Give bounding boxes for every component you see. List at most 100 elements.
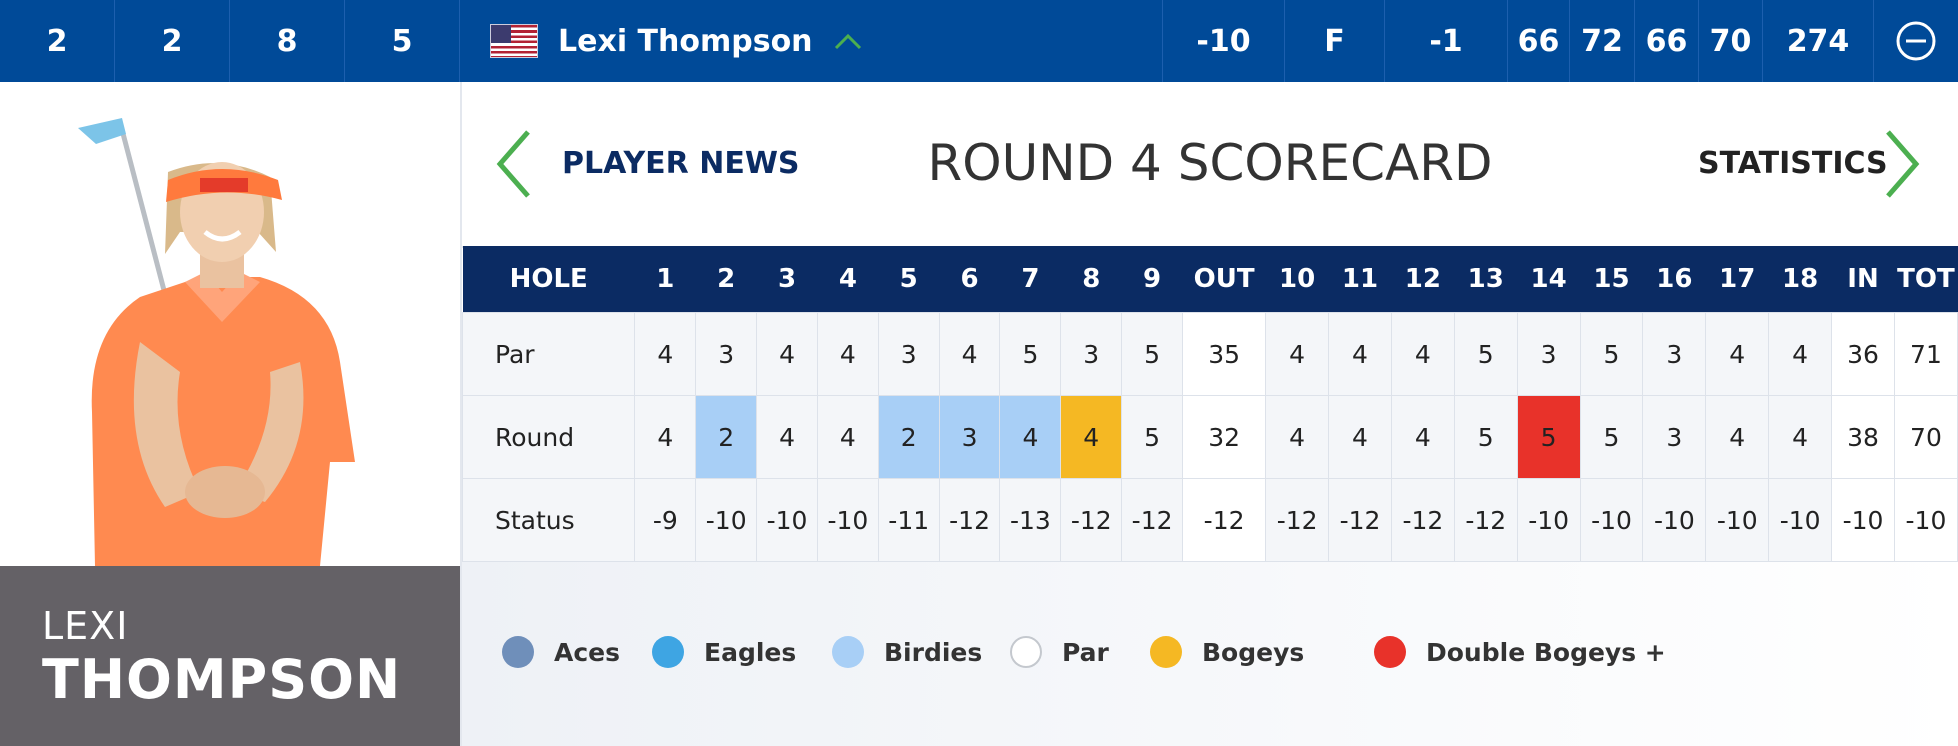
score-cell: -11	[877, 478, 940, 562]
thru: F	[1285, 0, 1385, 82]
score-cell: -10	[695, 478, 758, 562]
score-cell: -10	[816, 478, 879, 562]
legend-swatch-icon	[1374, 636, 1406, 668]
chevron-right-icon[interactable]	[1882, 128, 1922, 200]
score-cell: 4	[1705, 312, 1770, 396]
legend-item: Eagles	[652, 636, 796, 668]
score-cell: 3	[695, 312, 758, 396]
score-cell: 5	[999, 312, 1062, 396]
hole-number-header: 11	[1328, 246, 1392, 313]
hole-number-header: 15	[1580, 246, 1643, 313]
score-cell: -9	[634, 478, 697, 562]
score-cell: 71	[1893, 312, 1958, 396]
score-cell: 5	[1516, 395, 1581, 479]
legend-swatch-icon	[1150, 636, 1182, 668]
legend-label: Double Bogeys +	[1426, 637, 1666, 667]
summary-cell: 8	[230, 0, 345, 82]
hole-number-header: 12	[1391, 246, 1455, 313]
score-cell: 4	[756, 395, 818, 479]
minus-circle-icon	[1896, 21, 1936, 61]
score-cell: 4	[1265, 312, 1330, 396]
score-cell: 3	[1516, 312, 1581, 396]
hole-number-header: 14	[1517, 246, 1581, 313]
score-cell: -10	[1705, 478, 1770, 562]
legend-item: Par	[1010, 636, 1109, 668]
score-cell: 4	[999, 395, 1062, 479]
score-cell: 4	[816, 395, 879, 479]
player-summary-bar[interactable]: 2 2 8 5 Lexi Thompson -10 F -1 66 72 66 …	[0, 0, 1958, 82]
player-name-cell[interactable]: Lexi Thompson	[460, 0, 1163, 82]
legend-item: Birdies	[832, 636, 982, 668]
score-cell: 4	[1390, 312, 1455, 396]
us-flag-icon	[490, 24, 538, 58]
score-cell: 4	[1060, 395, 1123, 479]
hole-number-header: 16	[1642, 246, 1706, 313]
score-cell: -10	[1579, 478, 1644, 562]
round-score: 70	[1699, 0, 1763, 82]
score-cell: 4	[1390, 395, 1455, 479]
score-cell: 38	[1831, 395, 1895, 479]
score-cell: 4	[1768, 312, 1833, 396]
today-score: -1	[1385, 0, 1508, 82]
collapse-button[interactable]	[1874, 0, 1958, 82]
round-score: 66	[1508, 0, 1570, 82]
legend-label: Eagles	[704, 637, 797, 667]
hole-number-header: 4	[817, 246, 879, 313]
hole-header: HOLE	[462, 246, 635, 313]
score-cell: 5	[1579, 312, 1644, 396]
score-cell: 4	[1265, 395, 1330, 479]
legend-label: Birdies	[884, 637, 983, 667]
legend-swatch-icon	[502, 636, 534, 668]
score-cell: 4	[1328, 395, 1392, 479]
score-cell: 5	[1121, 395, 1184, 479]
chevron-left-icon[interactable]	[494, 128, 534, 200]
score-cell: 2	[695, 395, 758, 479]
row-label: Par	[461, 312, 636, 396]
hole-number-header: 3	[756, 246, 818, 313]
row-label: Status	[461, 478, 636, 562]
hole-number-header: 6	[939, 246, 1000, 313]
score-cell: 4	[1768, 395, 1833, 479]
score-cell: -12	[1121, 478, 1184, 562]
hole-number-header: 2	[695, 246, 757, 313]
score-cell: 35	[1182, 312, 1267, 396]
score-cell: 4	[756, 312, 818, 396]
score-cell: 5	[1453, 312, 1518, 396]
score-cell: 36	[1831, 312, 1895, 396]
hole-number-header: 13	[1454, 246, 1518, 313]
legend-label: Aces	[554, 637, 621, 667]
score-cell: 4	[1705, 395, 1770, 479]
score-cell: -13	[999, 478, 1062, 562]
player-profile-panel: LEXI THOMPSON	[0, 82, 462, 746]
hole-number-header: 8	[1060, 246, 1122, 313]
score-cell: -10	[756, 478, 818, 562]
score-cell: 3	[1060, 312, 1123, 396]
summary-cell: 2	[115, 0, 230, 82]
score-cell: -12	[1060, 478, 1123, 562]
score-cell: 2	[877, 395, 940, 479]
score-cell: 5	[1121, 312, 1184, 396]
table-header-row: HOLE 1 2 3 4 5 6 7 8 9 OUT 10 11 12 13 14 15 16 17 18 IN TOT	[462, 246, 1958, 313]
legend-item: Aces	[502, 636, 620, 668]
score-cell: 5	[1453, 395, 1518, 479]
player-first-name: LEXI	[42, 604, 129, 648]
statistics-link[interactable]: STATISTICS	[1698, 146, 1888, 181]
legend-swatch-icon	[832, 636, 864, 668]
score-cell: -12	[1390, 478, 1455, 562]
hole-number-header: IN	[1831, 246, 1895, 313]
summary-cell: 5	[345, 0, 460, 82]
scorecard-header: PLAYER NEWS ROUND 4 SCORECARD STATISTICS	[462, 82, 1958, 248]
player-news-link[interactable]: PLAYER NEWS	[562, 146, 800, 181]
chevron-up-icon[interactable]	[833, 31, 863, 51]
score-cell: 4	[938, 312, 1001, 396]
score-cell: -12	[938, 478, 1001, 562]
hole-number-header: OUT	[1182, 246, 1266, 313]
player-name-block: LEXI THOMPSON	[0, 566, 460, 746]
score-cell: -12	[1453, 478, 1518, 562]
player-last-name: THOMPSON	[42, 648, 402, 711]
score-cell: 4	[1328, 312, 1392, 396]
hole-number-header: 17	[1705, 246, 1769, 313]
score-cell: 5	[1579, 395, 1644, 479]
row-label: Round	[461, 395, 636, 479]
to-par: -10	[1163, 0, 1285, 82]
